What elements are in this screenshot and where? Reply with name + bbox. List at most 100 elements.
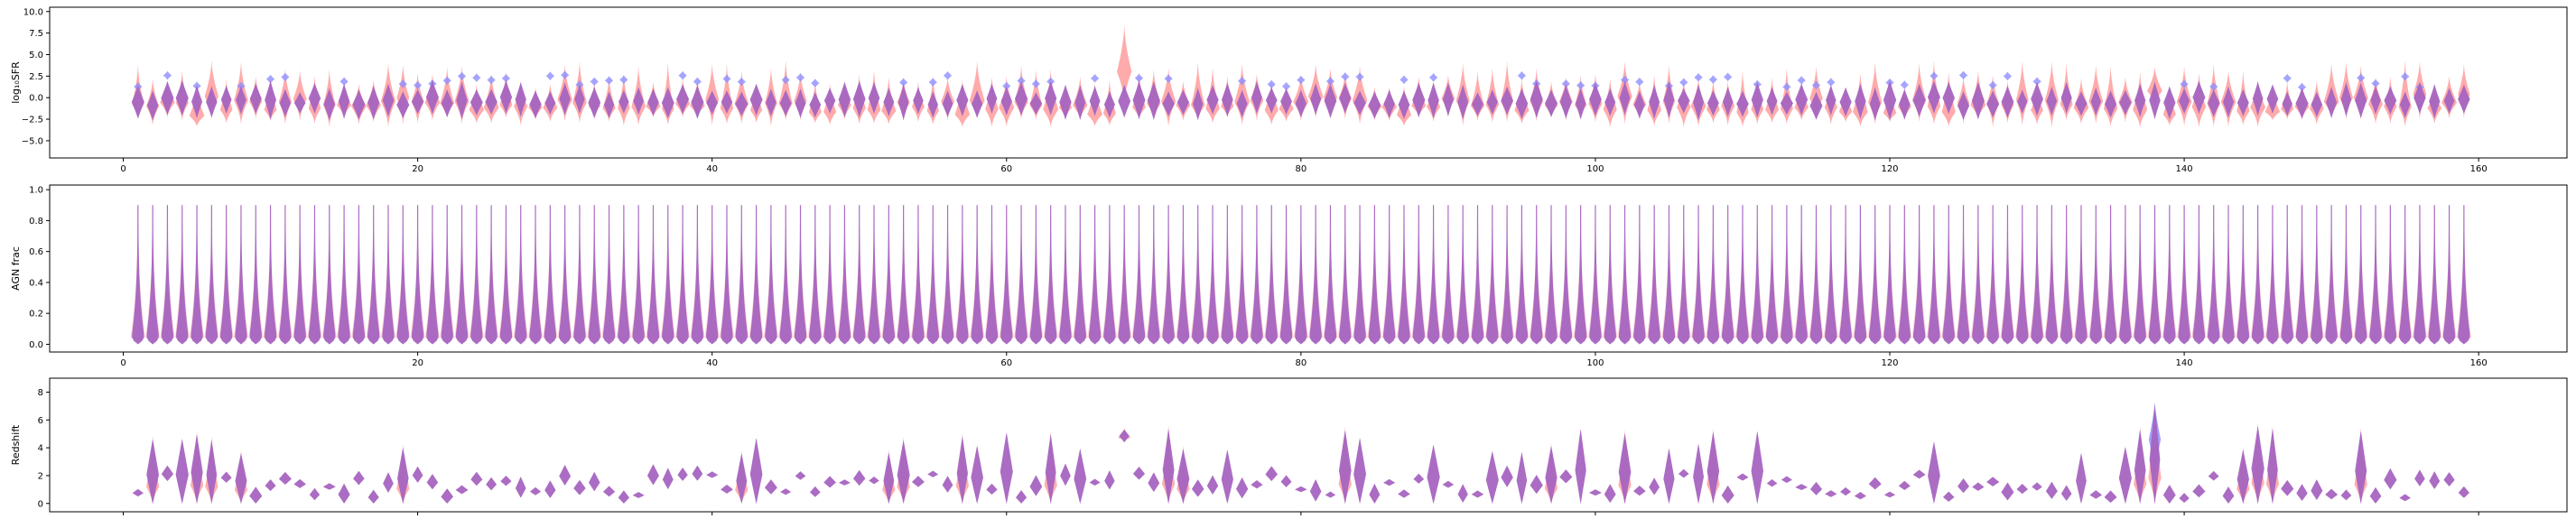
violin-body-overlap <box>2089 490 2103 499</box>
violin-body-overlap <box>2119 89 2132 116</box>
violin-body-series-b <box>472 73 481 82</box>
violin-body-overlap <box>1545 205 1558 345</box>
violin-body-overlap <box>661 88 674 118</box>
violin-body-overlap <box>1545 446 1558 504</box>
violin-body-series-b <box>2209 82 2218 91</box>
violin-body-overlap <box>897 205 910 345</box>
violin-body-overlap <box>676 84 690 115</box>
violin-body-overlap <box>559 205 572 345</box>
violin-body-series-b <box>163 70 172 80</box>
violin-body-overlap <box>2089 205 2102 345</box>
violin-body-overlap <box>309 487 321 501</box>
violin-body-overlap <box>1633 205 1646 345</box>
violin-body-overlap <box>1029 205 1043 345</box>
violin-body-overlap <box>205 205 218 345</box>
violin-body-series-b <box>1281 81 1291 91</box>
violin-body-overlap <box>574 84 585 114</box>
violin-body-overlap <box>941 205 954 345</box>
violin-body-overlap <box>455 485 469 495</box>
violin-body-overlap <box>706 90 719 115</box>
violin-body-overlap <box>220 85 232 114</box>
violin-body-overlap <box>809 487 821 497</box>
violin-body-overlap <box>1324 205 1337 345</box>
violin-body-overlap <box>2075 205 2088 345</box>
violin-body-overlap <box>942 90 953 117</box>
violin-body-overlap <box>426 474 439 490</box>
violin-body-overlap <box>1456 205 1469 345</box>
violin-body-overlap <box>1678 468 1689 478</box>
violin-body-overlap <box>1118 205 1130 345</box>
violin-body-overlap <box>1457 484 1468 503</box>
y-tick-label: 0.2 <box>29 310 43 320</box>
violin-body-overlap <box>986 83 998 114</box>
violin-body-overlap <box>132 205 144 345</box>
violin-body-overlap <box>1766 87 1778 116</box>
violin-body-overlap <box>1589 205 1602 345</box>
violin-body-series-b <box>898 78 908 88</box>
violin-body-overlap <box>1545 89 1558 117</box>
violin-body-overlap <box>676 205 689 345</box>
violin-body-overlap <box>1486 89 1498 115</box>
violin-body-overlap <box>927 470 939 477</box>
violin-body-overlap <box>206 86 218 117</box>
violin-body-overlap <box>853 205 866 345</box>
violin-body-overlap <box>1176 205 1190 345</box>
axes-frame <box>49 184 2568 353</box>
violin-body-series-b <box>1400 75 1409 85</box>
violin-body-overlap <box>2045 205 2058 345</box>
violin-body-series-b <box>1134 73 1144 83</box>
y-tick-label: 0 <box>38 499 43 509</box>
x-tick-label: 100 <box>1586 358 1604 368</box>
violin-body-overlap <box>1368 205 1381 345</box>
y-tick-label: 0.4 <box>29 278 43 288</box>
violin-body-series-b <box>1090 74 1100 83</box>
violin-body-overlap <box>721 205 733 345</box>
violin-body-overlap <box>323 88 336 120</box>
violin-body-overlap <box>1235 477 1249 499</box>
violin-body-overlap <box>588 87 601 119</box>
violin-body-series-b <box>1341 72 1350 81</box>
violin-body-overlap <box>662 468 674 489</box>
violin-body-overlap <box>1575 429 1586 504</box>
violin-body-overlap <box>323 205 336 345</box>
violin-body-series-b <box>2357 73 2366 83</box>
violin-body-overlap <box>2325 488 2339 500</box>
violin-body-overlap <box>2031 81 2043 116</box>
violin-body-overlap <box>1045 434 1056 504</box>
violin-body-overlap <box>706 471 719 478</box>
violin-body-overlap <box>236 86 246 115</box>
violin-body-overlap <box>515 205 527 345</box>
violin-body-overlap <box>1559 205 1572 345</box>
violin-body-series-b <box>811 79 820 88</box>
violin-body-overlap <box>1074 86 1086 120</box>
violin-body-overlap <box>1000 87 1012 116</box>
violin-body-overlap <box>706 205 719 345</box>
violin-body-overlap <box>1176 449 1190 504</box>
violin-body-overlap <box>191 85 203 118</box>
violin-body-overlap <box>971 446 983 504</box>
violin-body-overlap <box>1722 205 1734 345</box>
violin-body-overlap <box>338 83 350 119</box>
x-tick-label: 40 <box>706 358 718 368</box>
violin-body-series-b <box>2297 82 2307 92</box>
violin-body-overlap <box>1868 477 1882 490</box>
y-tick-label: 0.8 <box>29 217 43 227</box>
violin-body-overlap <box>2208 205 2220 345</box>
violin-body-overlap <box>2266 84 2279 114</box>
violin-body-overlap <box>161 465 174 481</box>
violin-body-overlap <box>1692 205 1705 345</box>
y-tick-label: 7.5 <box>29 29 43 39</box>
violin-body-overlap <box>1251 81 1262 114</box>
violin-body-overlap <box>1324 83 1337 118</box>
violin-body-overlap <box>1825 490 1837 497</box>
violin-body-overlap <box>1471 205 1484 345</box>
x-tick-label: 120 <box>1881 358 1898 368</box>
violin-body-overlap <box>956 436 968 504</box>
violin-body-overlap <box>411 89 424 115</box>
violin-body-overlap <box>2001 86 2014 118</box>
violin-body-overlap <box>883 452 895 504</box>
violin-body-overlap <box>852 80 866 117</box>
violin-body-overlap <box>441 89 453 117</box>
violin-body-overlap <box>1501 87 1513 116</box>
violin-body-overlap <box>677 468 688 481</box>
